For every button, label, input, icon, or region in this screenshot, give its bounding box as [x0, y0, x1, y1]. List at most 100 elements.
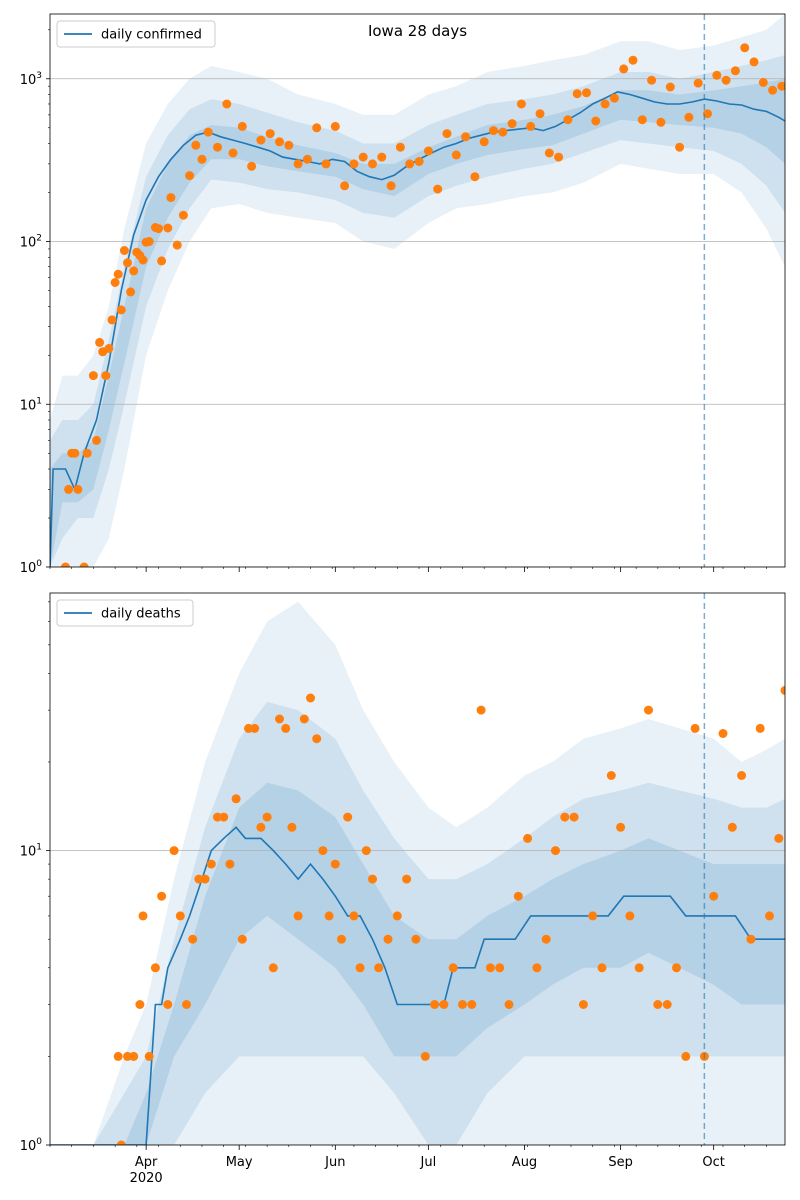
data-point — [116, 1140, 126, 1145]
data-point — [262, 812, 272, 822]
data-point — [681, 1051, 691, 1061]
data-point — [461, 132, 471, 142]
data-point — [237, 121, 247, 131]
data-point — [721, 75, 731, 85]
data-point — [609, 93, 619, 103]
data-point — [386, 181, 396, 191]
median-line — [50, 826, 785, 1145]
data-point — [138, 911, 148, 921]
y-tick-base: 10 — [20, 1139, 37, 1154]
data-point — [541, 934, 551, 944]
band-outer — [50, 601, 785, 1145]
data-point — [489, 126, 498, 136]
data-point — [244, 723, 253, 733]
data-point — [703, 109, 712, 119]
data-point — [675, 142, 685, 152]
data-point — [312, 123, 322, 133]
data-point — [185, 171, 195, 181]
data-point — [737, 771, 747, 780]
data-point — [507, 119, 517, 129]
y-tick-base: 10 — [20, 845, 37, 860]
data-point — [448, 963, 458, 973]
data-point — [157, 256, 167, 266]
data-point — [591, 116, 601, 126]
data-point — [95, 337, 105, 347]
data-point — [526, 121, 536, 131]
data-point — [330, 121, 340, 131]
data-point — [358, 152, 368, 162]
data-point — [337, 934, 346, 944]
data-point — [442, 129, 452, 139]
data-point — [163, 223, 173, 233]
data-point — [523, 833, 533, 843]
data-point — [126, 287, 136, 297]
data-point — [256, 822, 266, 832]
data-point — [392, 911, 402, 921]
x-tick-line: Aug — [512, 1155, 537, 1170]
data-point — [780, 685, 785, 695]
data-point — [275, 714, 284, 724]
data-point — [746, 934, 756, 944]
data-point — [727, 822, 737, 832]
band-inner — [50, 78, 785, 567]
y-tick-label-2: 102 — [20, 234, 42, 251]
data-point — [166, 193, 176, 203]
legend-box — [56, 20, 216, 48]
data-point — [495, 963, 505, 973]
data-point — [113, 1051, 123, 1061]
x-tick-line: Sep — [608, 1155, 633, 1170]
legend-label: daily confirmed — [101, 28, 202, 43]
data-point — [535, 109, 545, 119]
data-point — [275, 137, 284, 147]
data-point — [665, 82, 675, 92]
data-point — [544, 148, 554, 158]
data-point — [225, 859, 235, 869]
legend: daily deaths — [56, 599, 194, 627]
data-point — [588, 911, 598, 921]
data-point — [154, 224, 163, 234]
data-point — [433, 184, 443, 194]
data-point — [634, 963, 644, 973]
data-point — [662, 1000, 672, 1009]
data-point — [343, 812, 353, 822]
data-point — [656, 117, 666, 127]
data-point — [250, 723, 260, 733]
data-point — [287, 822, 297, 832]
data-point — [582, 88, 591, 98]
data-point — [439, 1000, 449, 1009]
data-point — [64, 484, 74, 494]
data-point — [712, 70, 722, 80]
data-point — [116, 305, 126, 315]
data-point — [755, 723, 765, 733]
data-point — [349, 159, 359, 169]
data-point — [777, 81, 785, 91]
data-point — [92, 435, 101, 445]
data-point — [361, 846, 371, 856]
y-tick-base: 10 — [20, 73, 37, 88]
data-point — [377, 152, 387, 162]
data-point — [101, 371, 111, 381]
data-point — [197, 154, 207, 164]
data-point — [256, 135, 266, 145]
data-point — [113, 269, 123, 279]
data-point — [554, 152, 564, 162]
data-point — [672, 963, 681, 973]
data-point — [693, 78, 703, 88]
x-tick-line: May — [226, 1155, 253, 1170]
legend-box — [56, 599, 194, 627]
data-point — [340, 181, 350, 191]
data-point — [150, 963, 160, 973]
data-point — [200, 874, 210, 884]
data-point — [138, 255, 148, 265]
x-tick-label-3: Jul — [420, 1155, 437, 1170]
data-point — [578, 1000, 588, 1009]
data-point — [79, 562, 89, 567]
data-point — [219, 812, 229, 822]
data-point — [730, 66, 740, 76]
legend-label: daily deaths — [101, 607, 181, 622]
y-tick-label-1: 101 — [20, 843, 42, 860]
data-point — [194, 874, 204, 884]
data-point — [299, 714, 309, 724]
